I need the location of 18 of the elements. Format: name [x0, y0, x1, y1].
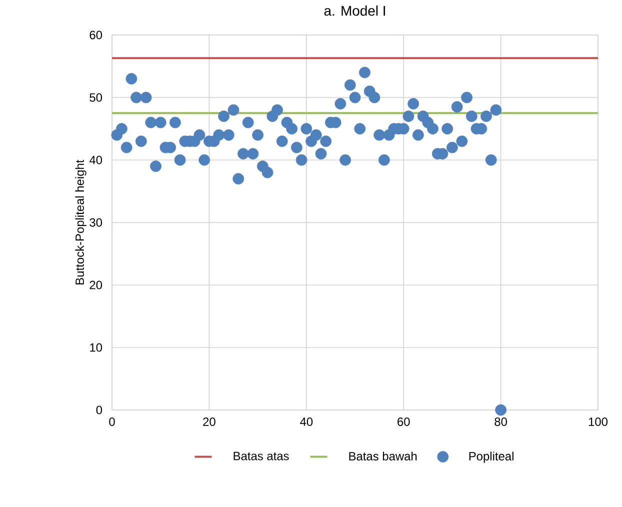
legend-label: Batas bawah [349, 452, 417, 460]
x-tick-label: 100 [588, 418, 608, 426]
y-tick-label: 0 [96, 406, 102, 414]
legend-label: Batas atas [234, 452, 289, 460]
y-tick-label: 40 [89, 156, 102, 164]
y-axis-title: Buttock-Popliteal height [75, 160, 86, 284]
legend-label: Popliteal [469, 452, 514, 463]
y-tick-label: 30 [90, 218, 102, 227]
y-tick-label: 20 [90, 280, 102, 290]
x-tick-label: 80 [494, 418, 507, 426]
y-tick-label: 50 [90, 93, 102, 102]
chart-title: a. Model I [324, 6, 385, 16]
x-tick-label: 20 [203, 418, 216, 426]
y-tick-label: 10 [90, 343, 102, 352]
y-tick-label: 60 [90, 30, 102, 40]
x-tick-label: 0 [109, 418, 115, 426]
x-tick-label: 40 [300, 418, 313, 426]
x-tick-label: 60 [398, 418, 410, 426]
